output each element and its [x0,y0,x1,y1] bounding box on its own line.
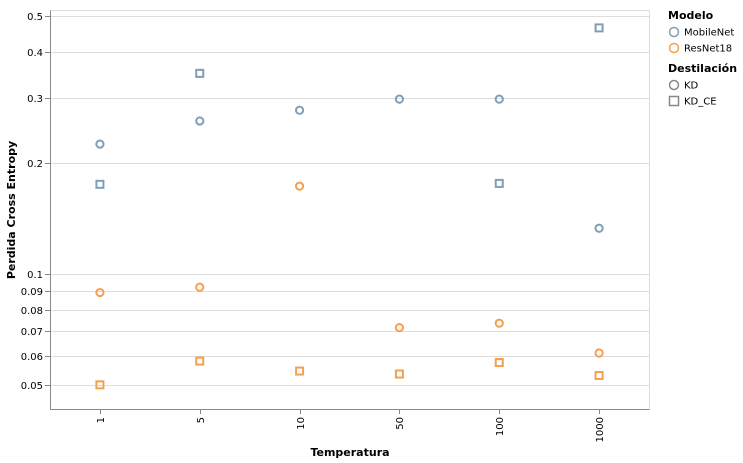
x-tick-label: 1000 [595,417,606,442]
y-tick-label: 0.06 [21,352,43,363]
legend: Modelo Destilación MobileNet ResNet18 KD KD… [668,9,737,108]
data-point-circle [195,116,205,126]
y-axis-ticks: 0.05 0.06 0.07 0.08 0.09 0.1 0.2 0.3 0.4 0.5 [21,12,50,392]
legend-shape-label: KD_CE [684,97,717,108]
y-tick-label: 0.07 [21,327,43,338]
legend-shape-title: Destilación [668,62,737,75]
data-point-square [195,356,205,366]
legend-color-label: ResNet18 [684,44,732,55]
data-point-square [594,23,604,33]
legend-color-label: MobileNet [684,28,734,39]
legend-color-title: Modelo [668,9,714,22]
x-axis-ticks: 1 5 10 50 100 1000 [96,409,606,442]
y-tick-label: 0.2 [27,159,43,170]
data-point-circle [294,181,305,191]
legend-shape-symbol [668,95,680,107]
y-tick-label: 0.1 [27,270,43,281]
y-tick-label: 0.08 [21,306,43,317]
data-point-circle [95,287,105,298]
x-tick-label: 10 [296,417,307,430]
data-point-square [95,380,105,390]
data-point-circle [394,323,405,333]
legend-shape-label: KD [684,81,699,92]
legend-color-symbol [668,42,680,54]
x-tick-label: 1 [96,417,107,423]
legend-items: MobileNet ResNet18 KD KD_CE [668,26,734,108]
x-tick-label: 50 [395,417,406,430]
data-point-circle [494,94,504,104]
data-point-square [95,179,105,189]
data-point-circle [394,94,405,104]
data-point-circle [494,318,504,328]
data-point-square [494,178,504,188]
data-point-square [295,366,305,376]
data-point-square [494,357,504,367]
data-point-circle [294,105,305,115]
y-tick-label: 0.4 [27,48,43,59]
data-point-circle [95,139,105,149]
gridlines [50,16,649,386]
x-tick-label: 5 [196,417,207,423]
data-point-circle [195,282,205,292]
data-point-square [394,369,404,379]
x-axis-title: Temperatura [310,446,389,459]
y-axis-title: Perdida Cross Entropy [5,141,18,279]
data-point-square [195,68,205,78]
y-tick-label: 0.05 [21,381,43,392]
legend-shape-symbol [668,79,680,91]
legend-color-symbol [668,26,680,38]
x-tick-label: 100 [495,417,506,436]
y-tick-label: 0.09 [21,287,43,298]
data-points [95,23,604,390]
data-point-circle [594,348,604,358]
y-tick-label: 0.5 [27,12,43,23]
data-point-circle [594,223,604,233]
data-point-square [594,371,604,381]
y-tick-label: 0.3 [27,94,43,105]
plot-frame [50,10,650,410]
